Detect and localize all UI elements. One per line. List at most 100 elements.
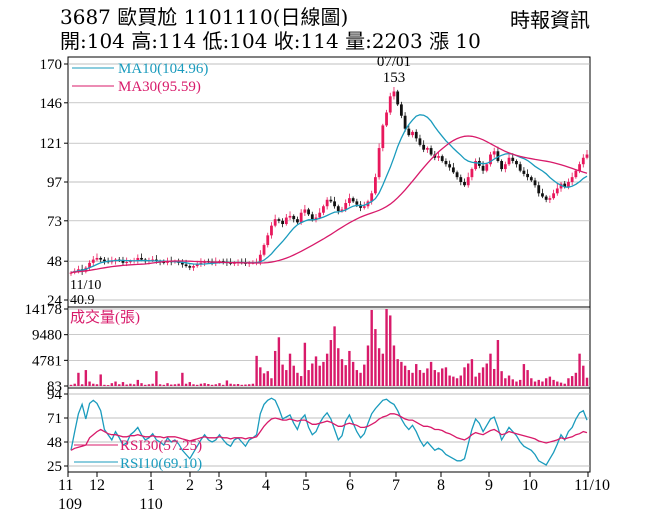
volume-bar [299, 376, 303, 386]
volume-bar [585, 377, 589, 386]
volume-bar [266, 371, 269, 386]
candle-body [91, 259, 95, 263]
candle-body [314, 217, 318, 220]
candle-body [303, 209, 307, 213]
volume-bar [563, 383, 566, 386]
candle-body [344, 203, 348, 210]
volume-bar [400, 361, 403, 386]
volume-bar [325, 353, 329, 386]
volume-bar [470, 359, 474, 386]
volume-bar [515, 381, 518, 386]
candle-body [485, 164, 489, 171]
volume-bar [407, 370, 411, 386]
volume-bar [504, 378, 507, 386]
volume-bar [199, 383, 203, 386]
volume-bar [188, 382, 191, 386]
candle-body [362, 206, 366, 208]
volume-bar [273, 350, 277, 386]
rsi-tick-label: 94 [47, 387, 63, 403]
candle-body [515, 160, 518, 165]
volume-bar [344, 365, 347, 386]
volume-bar [132, 384, 136, 386]
volume-bar [429, 361, 433, 386]
volume-bar [73, 383, 76, 386]
volume-bar [181, 372, 184, 386]
candle-body [437, 156, 440, 158]
candle-body [348, 198, 351, 204]
candle-body [526, 173, 530, 178]
volume-bar [578, 353, 581, 386]
volume-bar [69, 384, 73, 386]
candle-body [288, 215, 292, 218]
volume-bar [518, 379, 522, 386]
volume-bar [233, 384, 236, 386]
volume-bar [158, 384, 162, 386]
volume-bar [370, 309, 373, 386]
candle-body [381, 125, 385, 149]
volume-bar [333, 326, 336, 386]
volume-bar [207, 383, 210, 386]
candle-body [500, 160, 504, 170]
x-tick-label: 1 [147, 477, 155, 494]
volume-bar [236, 383, 240, 386]
volume-bar [559, 382, 563, 386]
volume-bar [455, 378, 459, 386]
volume-bar [184, 383, 188, 386]
volume-bar [88, 381, 91, 386]
candle-body [448, 164, 452, 168]
volume-tick-label: 14178 [25, 302, 63, 318]
volume-bar [570, 376, 574, 386]
volume-bar [396, 359, 399, 386]
volume-bar [340, 359, 344, 386]
plot-frame [67, 56, 591, 473]
volume-bar [474, 376, 477, 386]
volume-bar [381, 353, 385, 386]
candle-body [281, 220, 284, 225]
volume-bar [314, 356, 318, 386]
candle-body [567, 182, 570, 187]
high-value-label: 153 [383, 70, 406, 86]
candle-body [411, 131, 414, 136]
candle-body [325, 199, 329, 207]
candle-body [270, 225, 273, 236]
volume-bar [214, 384, 217, 386]
candle-body [503, 164, 507, 170]
volume-bar [452, 376, 455, 386]
candle-body [578, 164, 581, 171]
rsi-tick-label: 71 [47, 411, 62, 427]
candle-body [355, 201, 359, 205]
candles-group [69, 86, 589, 276]
candle-body [377, 148, 381, 178]
ohlc-summary: 開:104 高:114 低:104 收:114 量:2203 漲 10 [60, 29, 481, 53]
candle-body [444, 160, 448, 165]
volume-bar [255, 355, 258, 386]
x-tick-label: 7 [392, 477, 400, 494]
candle-body [318, 212, 322, 218]
volume-bar [173, 384, 177, 386]
volume-bar [103, 384, 106, 386]
candle-body [128, 261, 132, 263]
candle-body [370, 193, 374, 202]
candle-body [340, 209, 344, 212]
volume-bar [392, 345, 396, 386]
volume-bar [537, 379, 540, 386]
volume-bar [548, 376, 552, 386]
x-year-label: 110 [139, 496, 162, 513]
candle-body [229, 262, 233, 264]
candle-body [307, 209, 310, 215]
x-tick-label: 5 [302, 477, 310, 494]
candle-body [396, 91, 400, 105]
candle-body [574, 170, 578, 178]
volume-bar [140, 383, 143, 386]
candle-body [180, 262, 184, 265]
price-tick-label: 24 [47, 293, 63, 309]
volume-bar [366, 345, 370, 386]
ma10-line [70, 114, 588, 274]
price-tick-label: 121 [40, 136, 63, 152]
volume-bar [355, 370, 359, 386]
volume-bar [147, 384, 151, 386]
candle-body [140, 257, 143, 260]
candle-body [507, 157, 511, 165]
volume-bar [556, 381, 559, 386]
candle-body [284, 217, 288, 225]
